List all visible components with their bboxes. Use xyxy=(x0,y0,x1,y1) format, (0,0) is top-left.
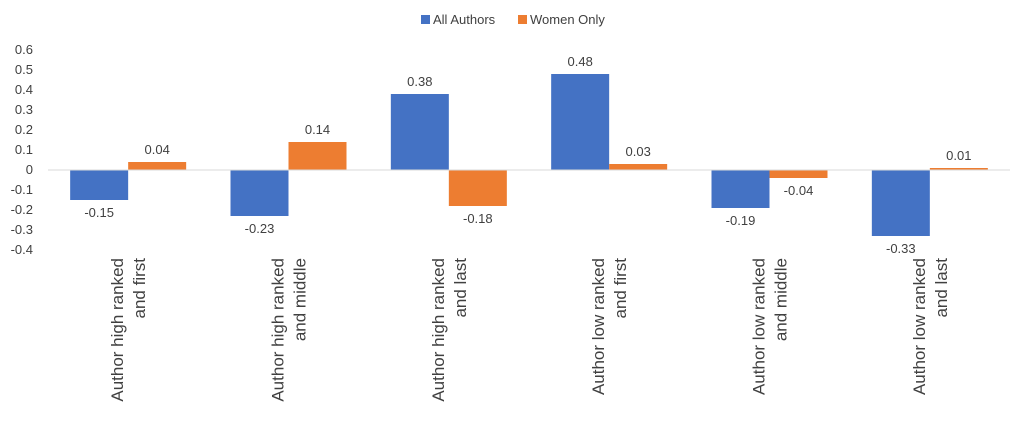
bar-women-only xyxy=(929,168,988,170)
y-tick-label: 0.6 xyxy=(15,42,33,57)
data-label: 0.04 xyxy=(145,142,170,157)
legend-label-women-only: Women Only xyxy=(530,12,605,27)
category-label: Author low ranked xyxy=(589,258,608,395)
data-label: -0.04 xyxy=(784,183,814,198)
y-tick-label: 0 xyxy=(26,162,33,177)
category-label: Author high ranked xyxy=(269,258,288,402)
y-tick-label: -0.1 xyxy=(11,182,33,197)
data-label: 0.38 xyxy=(407,74,432,89)
bar-all-authors xyxy=(230,170,289,216)
data-label: -0.15 xyxy=(84,205,114,220)
bar-all-authors xyxy=(551,74,610,170)
data-label: -0.23 xyxy=(245,221,275,236)
category-label: and last xyxy=(932,258,951,318)
y-tick-label: 0.3 xyxy=(15,102,33,117)
category-label: Author low ranked xyxy=(910,258,929,395)
y-tick-label: 0.4 xyxy=(15,82,33,97)
category-label: and middle xyxy=(291,258,310,341)
category-label: Author low ranked xyxy=(750,258,769,395)
data-label: -0.18 xyxy=(463,211,493,226)
y-tick-label: 0.1 xyxy=(15,142,33,157)
bar-all-authors xyxy=(711,170,770,208)
y-tick-label: 0.2 xyxy=(15,122,33,137)
category-label: and first xyxy=(130,258,149,319)
bar-women-only xyxy=(288,142,347,170)
data-label: 0.14 xyxy=(305,122,330,137)
bar-all-authors xyxy=(390,94,449,170)
bar-women-only xyxy=(128,162,187,170)
category-label: and middle xyxy=(772,258,791,341)
data-label: 0.01 xyxy=(946,148,971,163)
data-label: 0.03 xyxy=(626,144,651,159)
y-tick-label: -0.2 xyxy=(11,202,33,217)
legend-swatch-women-only xyxy=(518,15,527,24)
category-label: Author high ranked xyxy=(429,258,448,402)
category-label: and first xyxy=(611,258,630,319)
legend-swatch-all-authors xyxy=(421,15,430,24)
bar-all-authors xyxy=(871,170,930,236)
legend-label-all-authors: All Authors xyxy=(433,12,496,27)
data-label: -0.33 xyxy=(886,241,916,256)
category-label: Author high ranked xyxy=(108,258,127,402)
y-tick-label: -0.3 xyxy=(11,222,33,237)
data-label: 0.48 xyxy=(568,54,593,69)
category-label: and last xyxy=(451,258,470,318)
data-label: -0.19 xyxy=(726,213,756,228)
bar-all-authors xyxy=(70,170,129,200)
y-tick-label: -0.4 xyxy=(11,242,33,257)
bar-women-only xyxy=(448,170,507,206)
y-tick-label: 0.5 xyxy=(15,62,33,77)
bar-women-only xyxy=(609,164,668,170)
bar-women-only xyxy=(769,170,828,178)
